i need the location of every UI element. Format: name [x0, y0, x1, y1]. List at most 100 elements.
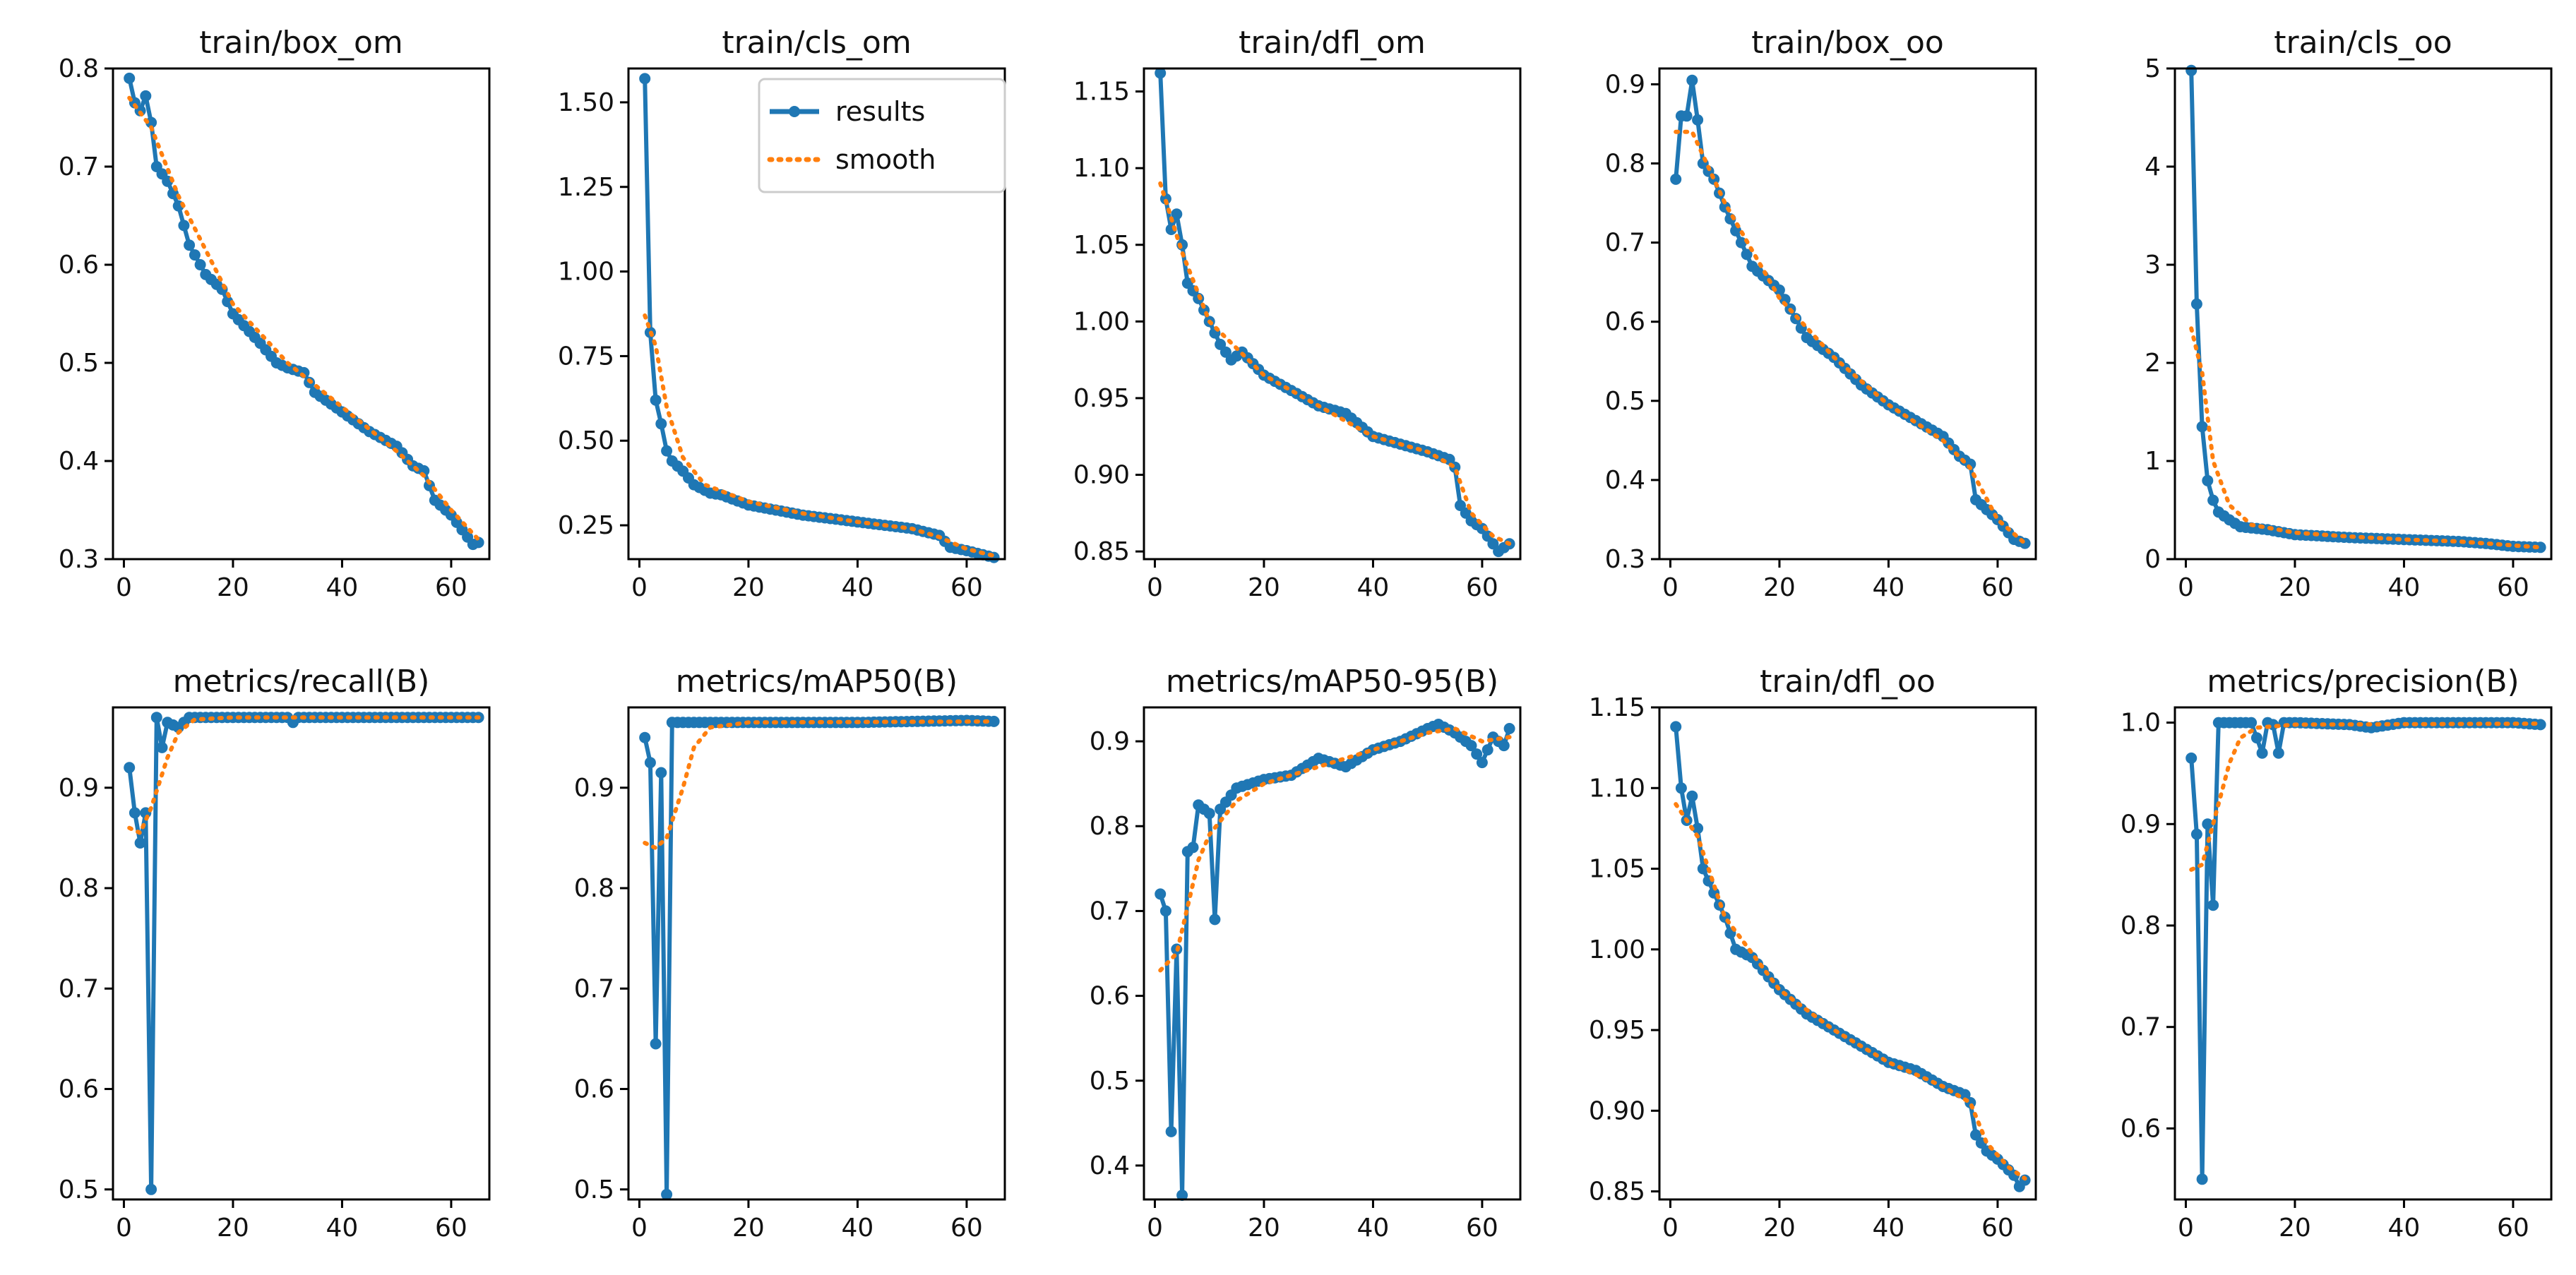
- y-tick-label: 0.90: [1073, 461, 1130, 490]
- x-tick-label: 60: [435, 1214, 467, 1243]
- y-tick-label: 0.6: [1605, 308, 1645, 337]
- results-point: [156, 741, 168, 753]
- results-point: [222, 296, 234, 308]
- axes-frame: [627, 706, 1006, 1201]
- subplot-train-dfl-om: train/dfl_om 0 20 40 60 0.85 0.90 0.95 1.00 1.05 1…: [1073, 25, 1522, 602]
- smooth-line: [1674, 129, 2027, 546]
- results-point: [1165, 1125, 1177, 1137]
- smooth-line: [127, 95, 481, 542]
- legend-smooth-label: smooth: [835, 144, 936, 175]
- y-tick-label: 1.00: [1589, 935, 1645, 964]
- y-tick-label: 0.7: [1090, 897, 1130, 926]
- axes-frame: [627, 67, 1006, 561]
- results-point: [2256, 747, 2268, 759]
- y-tick-label: 0.8: [574, 874, 614, 903]
- subplot-train-dfl-oo: train/dfl_oo 0 20 40 60 0.85 0.90 0.95 1.00 1.05 1…: [1589, 664, 2037, 1243]
- results-point: [1465, 740, 1477, 752]
- y-tick-label: 0.7: [59, 152, 99, 181]
- smooth-line: [1158, 181, 1512, 546]
- results-point: [650, 394, 662, 406]
- results-point: [2186, 752, 2198, 764]
- x-tick-label: 0: [2178, 573, 2194, 602]
- results-point: [1176, 1190, 1188, 1201]
- y-tick-label: 0.7: [59, 974, 99, 1003]
- results-point: [1171, 208, 1183, 220]
- smooth-line: [643, 313, 996, 558]
- x-tick-label: 20: [1763, 573, 1796, 602]
- x-tick-label: 20: [217, 1214, 249, 1243]
- subplot-train-cls-om: train/cls_om 0 20 40 60 0.25 0.50 0.75 1.00 1.25 1…: [558, 25, 1006, 602]
- axes-frame: [112, 706, 491, 1201]
- axes-frame: [1658, 706, 2037, 1201]
- y-tick-label: 0.3: [1605, 545, 1645, 574]
- results-point: [1773, 284, 1785, 296]
- subplot-title: train/dfl_oo: [1760, 664, 1936, 700]
- x-tick-label: 60: [950, 1214, 983, 1243]
- x-tick-label: 60: [2497, 573, 2529, 602]
- y-tick-label: 0.75: [558, 342, 614, 371]
- results-point: [1692, 114, 1704, 126]
- results-point: [644, 757, 656, 769]
- x-tick-label: 60: [1981, 573, 2014, 602]
- y-tick-label: 0.7: [574, 974, 614, 1003]
- y-tick-label: 1.15: [1589, 693, 1645, 722]
- results-point: [2202, 818, 2214, 830]
- results-point: [194, 259, 206, 270]
- x-tick-label: 40: [326, 1214, 359, 1243]
- series-results: [639, 714, 1000, 1200]
- smooth-line: [1674, 802, 2027, 1181]
- y-tick-label: 0.4: [1605, 466, 1645, 495]
- y-tick-label: 1.05: [1073, 231, 1130, 260]
- y-tick-label: 1.15: [1073, 78, 1130, 107]
- subplot-title: train/cls_om: [722, 25, 911, 61]
- results-point: [2202, 474, 2214, 486]
- y-tick-label: 0.85: [1073, 537, 1130, 566]
- y-tick-label: 0.5: [59, 349, 99, 378]
- x-tick-label: 0: [1147, 573, 1163, 602]
- results-point: [2196, 1173, 2208, 1185]
- y-tick-label: 0.7: [2121, 1013, 2161, 1042]
- results-point: [150, 712, 162, 724]
- results-point: [145, 116, 157, 128]
- subplot-title: train/dfl_om: [1239, 25, 1426, 61]
- subplot-title: train/cls_oo: [2274, 25, 2452, 61]
- y-tick-label: 0.8: [1605, 150, 1645, 179]
- x-tick-label: 40: [2388, 573, 2421, 602]
- y-tick-label: 0.8: [59, 874, 99, 903]
- y-tick-label: 1.00: [1073, 307, 1130, 336]
- x-tick-label: 60: [950, 573, 983, 602]
- x-tick-label: 20: [1248, 573, 1280, 602]
- results-point: [639, 73, 651, 85]
- results-point: [2190, 828, 2202, 840]
- y-tick-label: 0.8: [2121, 911, 2161, 940]
- x-tick-label: 40: [1357, 573, 1390, 602]
- results-point: [1503, 723, 1515, 734]
- legend-results-marker: [789, 106, 800, 117]
- y-tick-label: 0.6: [574, 1075, 614, 1104]
- x-tick-label: 60: [2497, 1214, 2529, 1243]
- y-tick-label: 2: [2145, 349, 2161, 378]
- subplot-title: metrics/mAP50(B): [676, 664, 958, 700]
- y-tick-label: 1.05: [1589, 855, 1645, 884]
- axes-frame: [1143, 67, 1522, 561]
- x-tick-label: 20: [1248, 1214, 1280, 1243]
- results-point: [1692, 822, 1704, 834]
- results-point: [1159, 905, 1171, 917]
- y-tick-label: 5: [2145, 54, 2161, 83]
- results-point: [140, 90, 152, 102]
- x-tick-label: 0: [2178, 1214, 2194, 1243]
- axes-frame: [112, 67, 491, 561]
- x-tick-label: 40: [1873, 573, 1905, 602]
- x-tick-label: 60: [1981, 1214, 2014, 1243]
- subplot-train-box-oo: train/box_oo 0 20 40 60 0.3 0.4 0.5 0.6 0.7 0.8 0.9: [1605, 25, 2037, 602]
- x-tick-label: 40: [326, 573, 359, 602]
- y-tick-label: 0.7: [1605, 229, 1645, 258]
- y-tick-label: 0.50: [558, 426, 614, 455]
- results-point: [1686, 790, 1698, 802]
- x-tick-label: 0: [116, 1214, 132, 1243]
- x-tick-label: 20: [732, 573, 765, 602]
- results-point: [1735, 237, 1747, 249]
- results-point: [124, 72, 136, 84]
- x-tick-label: 0: [1662, 573, 1678, 602]
- x-tick-label: 20: [732, 1214, 765, 1243]
